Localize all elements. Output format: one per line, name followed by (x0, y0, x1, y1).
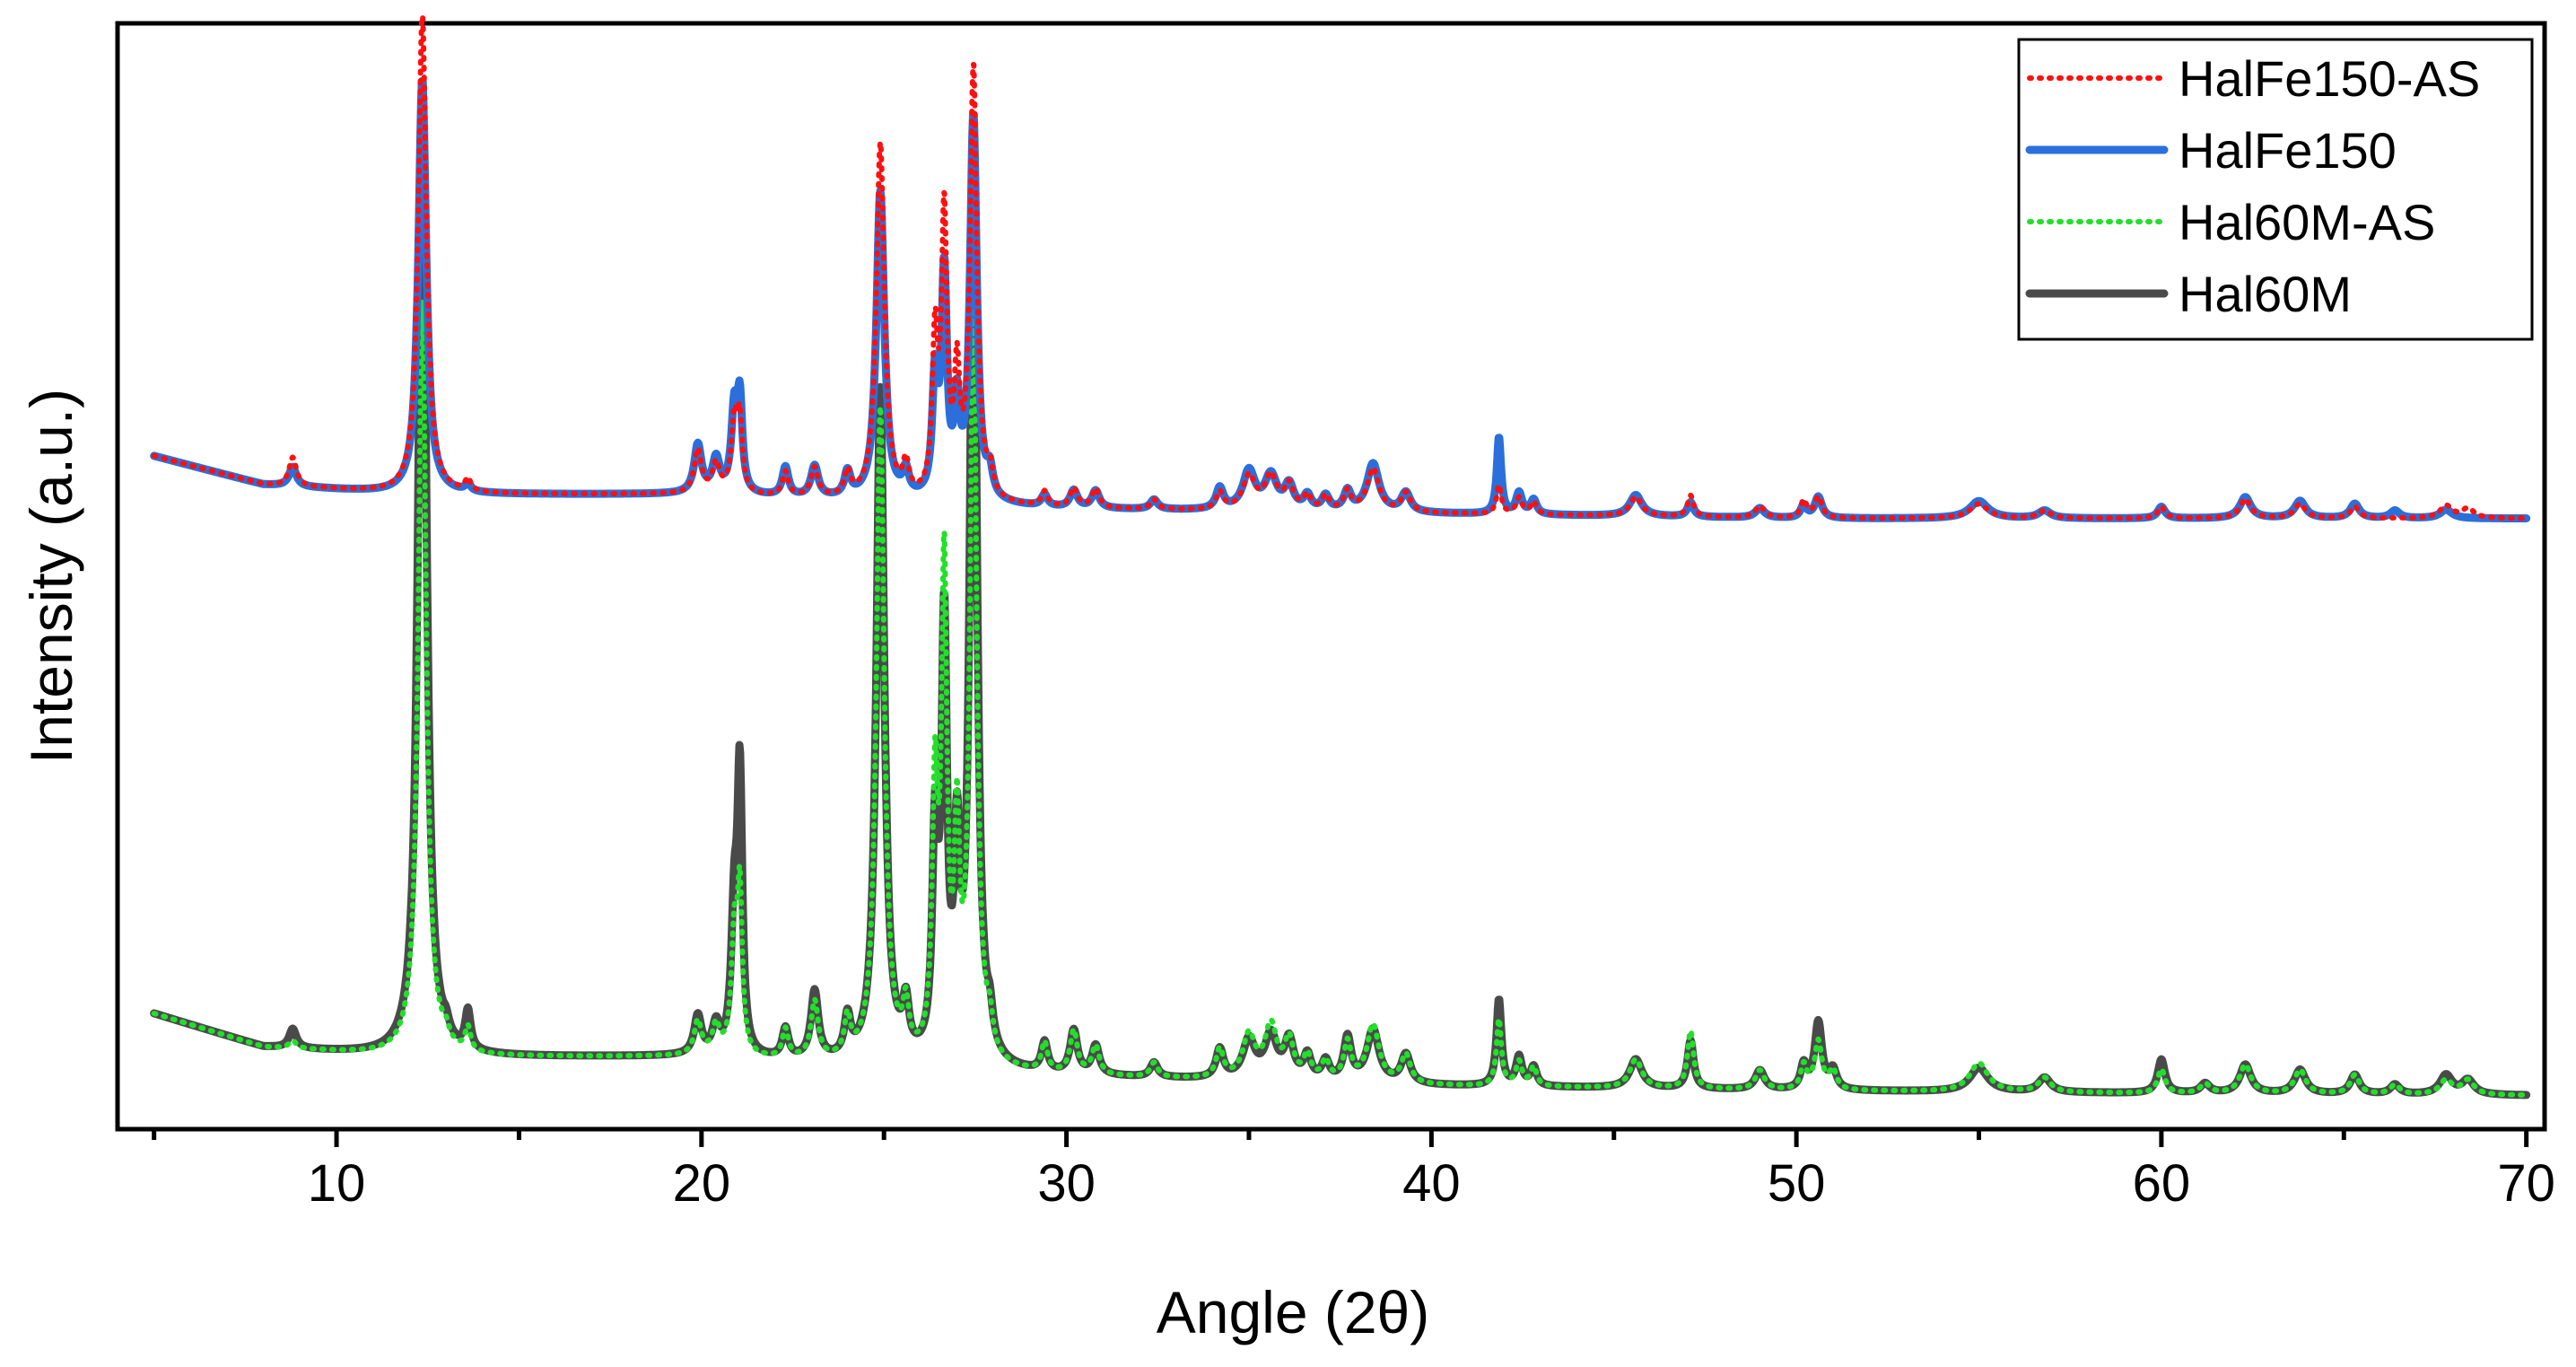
legend-label: HalFe150-AS (2179, 50, 2480, 107)
y-axis-title: Intensity (a.u.) (18, 389, 84, 764)
x-tick-label: 40 (1402, 1154, 1461, 1213)
x-tick-label: 10 (308, 1154, 366, 1213)
legend-label: HalFe150 (2179, 122, 2397, 179)
legend-box (2017, 38, 2534, 341)
x-tick-label: 20 (673, 1154, 731, 1213)
x-tick-label: 50 (1768, 1154, 1826, 1213)
x-axis-title: Angle (2θ) (1157, 1279, 1430, 1345)
legend: HalFe150-AS HalFe150 Hal60M-AS Hal60M (2017, 38, 2534, 341)
series-line-hal60m-as (151, 294, 2529, 1098)
series-line-halfe150-as (151, 13, 2529, 521)
x-tick-label: 70 (2497, 1154, 2555, 1213)
x-tick-label: 60 (2133, 1154, 2191, 1213)
legend-label: Hal60M (2179, 266, 2352, 322)
x-tick-label: 30 (1037, 1154, 1096, 1213)
series-layer (150, 13, 2531, 1100)
x-axis: 10 20 30 40 50 60 70 (152, 1129, 2555, 1213)
legend-items: HalFe150-AS HalFe150 Hal60M-AS Hal60M (2025, 50, 2480, 322)
legend-label: Hal60M-AS (2179, 194, 2435, 250)
plot-frame (115, 21, 2547, 1132)
